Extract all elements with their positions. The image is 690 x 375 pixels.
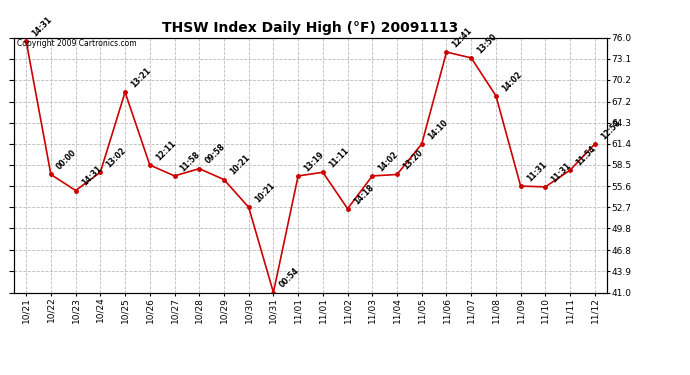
Text: 11:58: 11:58 <box>179 150 202 173</box>
Title: THSW Index Daily High (°F) 20091113: THSW Index Daily High (°F) 20091113 <box>162 21 459 35</box>
Text: 14:31: 14:31 <box>30 15 54 38</box>
Text: 12:11: 12:11 <box>154 139 177 162</box>
Text: 13:20: 13:20 <box>401 148 424 172</box>
Text: 14:31: 14:31 <box>80 164 104 188</box>
Text: 14:02: 14:02 <box>500 70 524 93</box>
Text: 11:54: 11:54 <box>574 144 598 167</box>
Text: 11:11: 11:11 <box>327 146 351 170</box>
Text: 09:58: 09:58 <box>204 142 227 166</box>
Text: 10:21: 10:21 <box>253 181 276 204</box>
Text: 12:41: 12:41 <box>451 26 474 49</box>
Text: 11:31: 11:31 <box>525 160 549 183</box>
Text: 13:21: 13:21 <box>129 66 152 89</box>
Text: 11:31: 11:31 <box>549 160 573 184</box>
Text: 13:02: 13:02 <box>104 146 128 170</box>
Text: Copyright 2009 Cartronics.com: Copyright 2009 Cartronics.com <box>17 39 137 48</box>
Text: 14:02: 14:02 <box>377 150 400 173</box>
Text: 13:19: 13:19 <box>302 150 326 173</box>
Text: 12:58: 12:58 <box>599 118 622 141</box>
Text: 14:18: 14:18 <box>352 182 375 206</box>
Text: 10:21: 10:21 <box>228 153 252 177</box>
Text: 13:50: 13:50 <box>475 32 499 55</box>
Text: 00:00: 00:00 <box>55 148 79 172</box>
Text: 14:10: 14:10 <box>426 118 449 141</box>
Text: 00:54: 00:54 <box>277 266 301 290</box>
